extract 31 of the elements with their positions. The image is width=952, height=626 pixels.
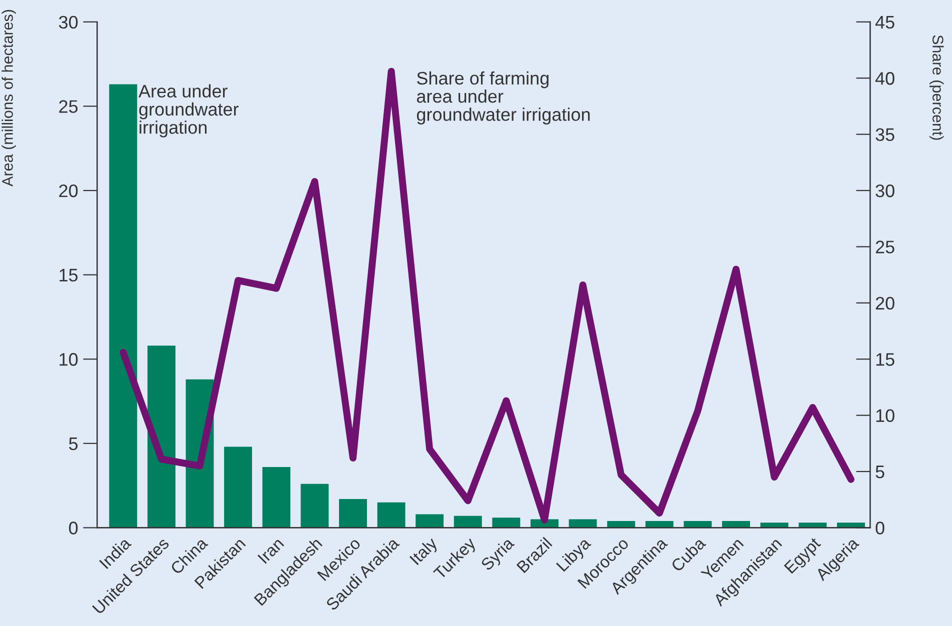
y2-tick-label: 40 <box>875 72 894 85</box>
y-tick-label: 5 <box>69 438 78 450</box>
bar <box>377 502 406 528</box>
bar <box>492 518 520 528</box>
bar <box>109 84 138 528</box>
series-label: Area under groundwater irrigation <box>138 84 239 138</box>
y-tick-label: 30 <box>58 16 78 29</box>
y2-tick-label: 25 <box>876 240 894 254</box>
y2-axis-title: Share (percent) <box>929 35 944 140</box>
y2-tick-label: 45 <box>875 16 894 29</box>
y2-tick-label: 15 <box>876 353 894 366</box>
y-tick-label: 10 <box>60 353 78 366</box>
y-tick-label: 15 <box>60 268 78 282</box>
y-tick-label: 0 <box>69 522 78 534</box>
y2-tick-label: 30 <box>876 184 894 198</box>
bar <box>300 484 329 528</box>
y-axis-title: Area (millions of hectares) <box>2 10 16 186</box>
bar <box>147 346 176 528</box>
y2-tick-label: 20 <box>876 296 894 310</box>
y2-tick-label: 35 <box>876 128 894 142</box>
bar <box>224 446 252 528</box>
y-tick-label: 25 <box>59 100 78 113</box>
y2-tick-label: 10 <box>876 409 894 422</box>
y2-tick-label: 5 <box>876 466 884 478</box>
bar <box>262 467 290 528</box>
bar <box>339 499 367 528</box>
y2-tick-label: 0 <box>876 522 884 534</box>
bar <box>416 514 444 528</box>
bar <box>454 516 482 528</box>
series-label: Share of farming area under groundwater irrigation <box>416 71 590 124</box>
y-tick-label: 20 <box>59 184 78 198</box>
